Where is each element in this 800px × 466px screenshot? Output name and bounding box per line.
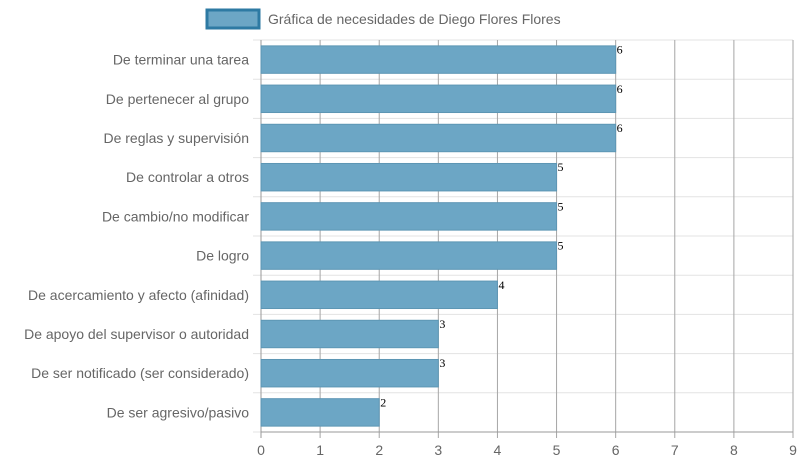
data-label: 5 xyxy=(558,239,564,253)
x-tick-label: 5 xyxy=(553,442,561,458)
bars xyxy=(260,45,617,427)
x-tick-label: 3 xyxy=(434,442,442,458)
data-label: 5 xyxy=(558,199,564,213)
category-label: De cambio/no modificar xyxy=(102,208,249,224)
data-label: 3 xyxy=(439,356,445,370)
category-label: De controlar a otros xyxy=(126,169,249,185)
legend-swatch xyxy=(205,8,261,30)
category-labels: De terminar una tarea De pertenecer al gr… xyxy=(24,52,249,421)
category-label: De ser agresivo/pasivo xyxy=(107,404,250,420)
bar[interactable] xyxy=(260,241,558,270)
legend[interactable]: Gráfica de necesidades de Diego Flores F… xyxy=(205,8,561,30)
data-label: 4 xyxy=(498,278,504,292)
category-label: De pertenecer al grupo xyxy=(106,91,249,107)
bar[interactable] xyxy=(260,45,617,74)
data-label: 3 xyxy=(439,317,445,331)
data-label: 6 xyxy=(617,43,623,57)
category-label: De logro xyxy=(196,248,249,264)
x-tick-label: 1 xyxy=(316,442,324,458)
bar[interactable] xyxy=(260,84,617,114)
bar[interactable] xyxy=(260,202,558,231)
x-tick-label: 9 xyxy=(789,442,797,458)
category-label: De terminar una tarea xyxy=(113,52,249,68)
x-tick-label: 7 xyxy=(671,442,679,458)
x-tick-label: 4 xyxy=(494,442,502,458)
bar[interactable] xyxy=(260,123,617,153)
data-label: 6 xyxy=(617,82,623,96)
data-label: 6 xyxy=(617,121,623,135)
category-label: De reglas y supervisión xyxy=(103,130,249,146)
bar[interactable] xyxy=(260,280,498,310)
bar[interactable] xyxy=(260,162,558,192)
x-tick-label: 6 xyxy=(612,442,620,458)
data-labels: 6 6 6 5 5 5 4 3 3 2 xyxy=(380,43,622,410)
legend-label: Gráfica de necesidades de Diego Flores F… xyxy=(268,11,561,27)
x-tick-label: 2 xyxy=(375,442,383,458)
bar[interactable] xyxy=(260,319,439,349)
category-label: De ser notificado (ser considerado) xyxy=(31,365,249,381)
x-axis-ticks: 0 1 2 3 4 5 6 7 8 9 xyxy=(257,442,797,458)
category-label: De apoyo del supervisor o autoridad xyxy=(24,326,249,342)
category-label: De acercamiento y afecto (afinidad) xyxy=(28,287,249,303)
bar[interactable] xyxy=(260,358,439,388)
bar[interactable] xyxy=(260,398,380,427)
x-tick-label: 0 xyxy=(257,442,265,458)
data-label: 5 xyxy=(558,160,564,174)
x-tick-label: 8 xyxy=(730,442,738,458)
data-label: 2 xyxy=(380,395,386,409)
